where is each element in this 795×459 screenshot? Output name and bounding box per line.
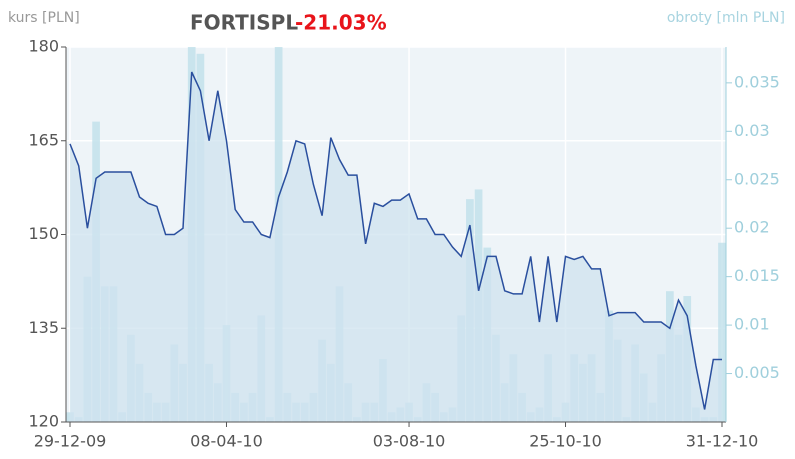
y-axis-label: kurs [PLN] (8, 10, 80, 26)
x-tick-label: 08-04-10 (190, 432, 263, 451)
y-tick-label: 150 (28, 224, 59, 243)
price-line (69, 71, 722, 410)
y2-tick-label: 0.005 (734, 363, 780, 382)
price-area (70, 72, 722, 422)
chart-title: FORTISPL (190, 11, 298, 35)
y-tick-label: 180 (28, 37, 59, 56)
y2-tick-label: 0.02 (734, 218, 770, 237)
y-tick-label: 135 (28, 318, 59, 337)
y2-tick-label: 0.035 (734, 72, 780, 91)
y-tick-label: 165 (28, 130, 59, 149)
y2-axis-label: obroty [mln PLN] (667, 10, 785, 26)
y2-tick-label: 0.03 (734, 121, 770, 140)
x-tick-label: 25-10-10 (529, 432, 602, 451)
volume-bar (718, 242, 726, 422)
x-tick-label: 31-12-10 (686, 432, 759, 451)
change: -21.03% (295, 11, 387, 35)
x-tick-label: 03-08-10 (373, 432, 446, 451)
y-tick-label: 120 (28, 412, 59, 431)
x-tick-label: 29-12-09 (34, 432, 107, 451)
y2-tick-label: 0.025 (734, 169, 780, 188)
y2-tick-label: 0.015 (734, 266, 780, 285)
y2-tick-label: 0.01 (734, 315, 770, 334)
